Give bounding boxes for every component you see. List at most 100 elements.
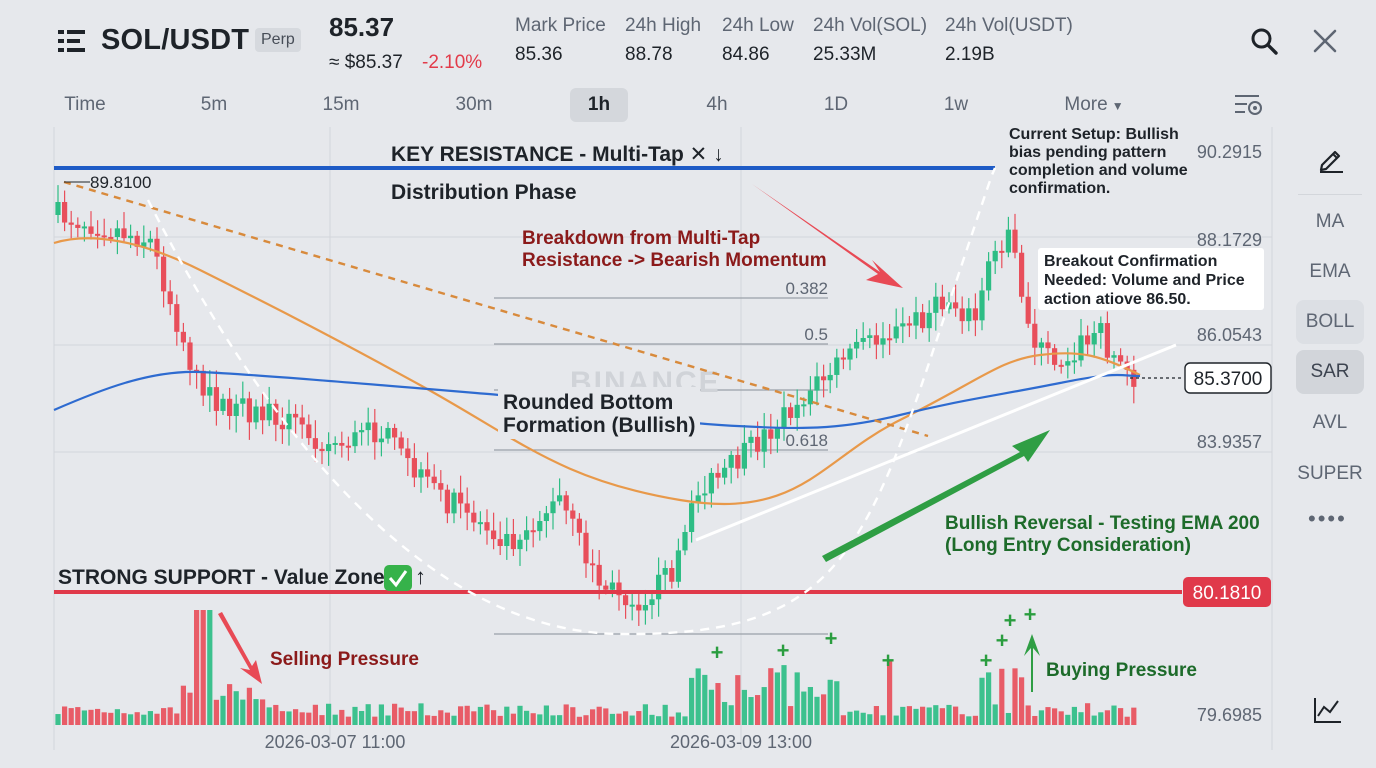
ascending-trendline: [695, 343, 1177, 542]
indicator-sar[interactable]: SAR: [1296, 350, 1364, 394]
volume-bar: [702, 674, 708, 725]
candle: [451, 492, 457, 514]
volume-bar: [524, 710, 530, 725]
search-icon[interactable]: [1250, 27, 1278, 55]
tab-4h[interactable]: 4h: [706, 94, 728, 115]
volume-bar: [385, 715, 391, 725]
rounded-bottom-label-bg: [498, 387, 700, 439]
current-price-tag: [1184, 362, 1272, 394]
volume-bar: [939, 708, 945, 725]
volume-bar: [504, 706, 510, 725]
candle: [999, 250, 1005, 253]
indicator-super[interactable]: SUPER: [1297, 463, 1363, 484]
volume-bar: [128, 714, 134, 725]
candle: [748, 436, 754, 443]
stat-value: 85.36: [515, 44, 563, 65]
indicator-chart-icon[interactable]: [1312, 694, 1344, 726]
volume-bar: [180, 685, 186, 725]
stat-24h-vol-usdt: 24h Vol(USDT) 2.19B: [945, 15, 1073, 66]
candle: [557, 495, 563, 502]
candle: [101, 235, 107, 238]
volume-bar: [484, 704, 490, 725]
candle: [814, 376, 820, 391]
candle: [1111, 355, 1117, 358]
candle: [187, 342, 193, 370]
candle: [141, 242, 147, 247]
candle: [200, 370, 206, 396]
volume-bar: [906, 706, 912, 725]
volume-bar: [953, 706, 959, 725]
volume-bar: [497, 715, 503, 725]
candle: [332, 442, 338, 445]
buying-pressure-annotation: Buying Pressure: [1046, 660, 1197, 681]
candle: [603, 585, 609, 590]
menu-icon[interactable]: [58, 29, 86, 53]
breakout-annotation: action atiove 86.50.: [1044, 291, 1191, 308]
indicator-ma[interactable]: MA: [1315, 211, 1345, 232]
candle: [563, 495, 569, 511]
candle: [418, 469, 424, 478]
indicator-boll[interactable]: BOLL: [1296, 300, 1364, 344]
volume-bar: [114, 709, 120, 725]
volume-bar: [675, 712, 681, 725]
volume-bar: [979, 677, 985, 725]
more-dots-icon[interactable]: ••••: [1308, 506, 1347, 531]
candle: [873, 335, 879, 345]
breakout-annotation: Breakout Confirmation: [1044, 253, 1217, 270]
candle: [524, 530, 530, 540]
candle: [372, 422, 378, 443]
tab-time[interactable]: Time: [64, 94, 106, 115]
volume-bar: [933, 705, 939, 725]
volume-bar: [1091, 715, 1097, 725]
candle: [279, 424, 285, 430]
volume-bar: [695, 668, 701, 725]
indicator-avl[interactable]: AVL: [1312, 412, 1348, 433]
candle: [623, 595, 629, 606]
tab-30m[interactable]: 30m: [455, 94, 493, 115]
stat-24h-high: 24h High 88.78: [625, 15, 701, 66]
candle: [174, 304, 180, 332]
support-annotation: STRONG SUPPORT - Value Zone: [58, 566, 385, 589]
candle: [359, 430, 365, 433]
tab-1h[interactable]: 1h: [570, 88, 628, 122]
volume-bar: [946, 704, 952, 725]
volume-bar: [1111, 705, 1117, 725]
tab-1d[interactable]: 1D: [823, 94, 849, 115]
chart-settings-icon[interactable]: [1233, 92, 1263, 118]
tab-15m[interactable]: 15m: [322, 94, 360, 115]
volume-bar: [418, 703, 424, 725]
tab-1w[interactable]: 1w: [943, 94, 969, 115]
volume-bar: [293, 709, 299, 725]
candle: [794, 404, 800, 418]
volume-bar: [147, 711, 153, 725]
tab-5m[interactable]: 5m: [200, 94, 228, 115]
candle: [385, 427, 391, 439]
volume-bar: [986, 672, 992, 725]
volume-bar: [392, 703, 398, 725]
volume-bar: [1019, 677, 1025, 725]
volume-bar: [88, 709, 94, 725]
buy-marker-plus: +: [882, 648, 895, 673]
candle: [695, 495, 701, 504]
tab-more[interactable]: More ▼: [1054, 88, 1134, 122]
candle: [378, 438, 384, 443]
candle: [590, 563, 596, 566]
candle: [227, 398, 233, 417]
candle: [926, 312, 932, 329]
volume-bar: [1058, 711, 1064, 725]
volume-bar: [689, 677, 695, 725]
price-axis-label: 90.2915: [1197, 142, 1262, 162]
volume-bar: [682, 716, 688, 725]
volume-bar: [167, 707, 173, 725]
close-icon[interactable]: [1312, 28, 1338, 54]
candle: [755, 436, 761, 452]
reversal-arrow: [822, 430, 1050, 562]
pair-symbol[interactable]: SOL/USDT: [101, 24, 250, 56]
candle: [260, 406, 266, 421]
volume-bar: [491, 710, 497, 725]
pencil-icon[interactable]: [1316, 143, 1346, 173]
buy-marker-plus: +: [1024, 602, 1037, 627]
candle: [55, 202, 61, 215]
indicator-ema[interactable]: EMA: [1309, 261, 1351, 282]
